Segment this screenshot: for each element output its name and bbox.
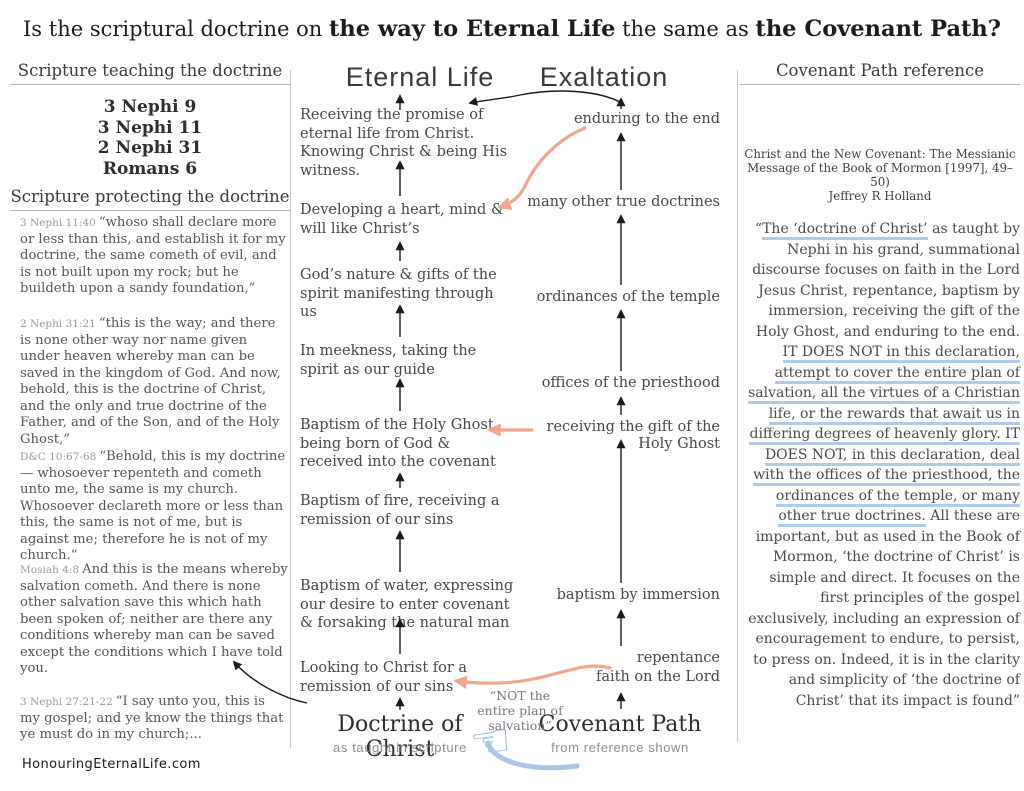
citation-line: Jeffrey R Holland: [828, 189, 932, 203]
scripture-column: Scripture teaching the doctrine 3 Nephi …: [10, 60, 290, 211]
covenant-path-reference-header: Covenant Path reference: [740, 60, 1020, 85]
exaltation-step: enduring to the end: [573, 111, 720, 127]
quote-text: “whoso shall declare more or less than t…: [20, 215, 286, 296]
holland-quote: “The ‘doctrine of Christ’ as taught by N…: [740, 219, 1020, 711]
protecting-header: Scripture protecting the doctrine: [10, 186, 290, 211]
pointing-hand-icon: ☜: [466, 711, 515, 771]
quote-text: “this is the way; and there is none othe…: [20, 316, 281, 447]
exaltation-step: baptism by immersion: [556, 587, 720, 603]
scripture-quote: D&C 10:67-68 “Behold, this is my doctrine…: [20, 449, 288, 565]
quote-text: “Behold, this is my doctrine — whosoever…: [20, 449, 286, 563]
eternal-life-step: Looking to Christ for a remission of our…: [300, 660, 468, 695]
eternal-life-step: Developing a heart, mind & will like Chr…: [300, 202, 504, 237]
column-divider-left: [290, 70, 291, 748]
quote-reference: 2 Nephi 31:21: [20, 318, 96, 330]
scripture-quote: Mosiah 4:8 And this is the means whereby …: [20, 562, 288, 678]
title-segment: the same as: [615, 17, 756, 41]
column-divider-right: [737, 70, 738, 742]
note-line: “NOT the: [489, 688, 551, 703]
exaltation-step: receiving the gift of the Holy Ghost: [546, 419, 720, 452]
exaltation-step: faith on the Lord: [595, 669, 720, 685]
scripture-quote: 3 Nephi 11:40 “whoso shall declare more o…: [20, 215, 288, 298]
quote-text: “I say unto you, this is my gospel; and …: [20, 694, 284, 742]
quote-segment: as taught by Nephi in his grand, summati…: [752, 221, 1020, 340]
quote-reference: Mosiah 4:8: [20, 564, 80, 576]
note-line: salvation”: [488, 718, 552, 733]
citation-line: Christ and the New Covenant: The Messian…: [744, 147, 1016, 161]
scripture-reference: 2 Nephi 31: [97, 138, 203, 158]
teaching-header: Scripture teaching the doctrine: [10, 60, 290, 85]
doctrine-of-christ-title: Doctrine of Christ: [337, 712, 463, 762]
exaltation-step: many other true doctrines: [527, 194, 720, 210]
scripture-reference: 3 Nephi 9: [103, 97, 197, 117]
quote-segment-underlined: The ‘doctrine of Christ’: [762, 221, 928, 240]
exaltation-heading: Exaltation: [539, 62, 669, 92]
scripture-reference-list: 3 Nephi 9 3 Nephi 11 2 Nephi 31 Romans 6: [10, 97, 290, 179]
scripture-reference: 3 Nephi 11: [97, 117, 203, 138]
covenant-path-subtitle: from reference shown: [551, 740, 689, 755]
quote-reference: 3 Nephi 11:40: [20, 217, 96, 229]
title-segment-bold: the Covenant Path?: [755, 16, 1001, 42]
scripture-quote: 3 Nephi 27:21-22 “I say unto you, this is…: [20, 694, 288, 744]
quote-reference: 3 Nephi 27:21-22: [20, 696, 113, 708]
title-segment-bold: the way to Eternal Life: [329, 16, 616, 42]
eternal-life-step: Receiving the promise of eternal life fr…: [300, 107, 508, 179]
quote-segment: “: [754, 221, 763, 237]
quote-segment-underlined: IT DOES NOT in this declaration, attempt…: [748, 344, 1020, 527]
note-line: entire plan of: [477, 703, 563, 718]
quote-text: And this is the means whereby salvation …: [20, 562, 288, 676]
citation: Christ and the New Covenant: The Messian…: [740, 147, 1020, 203]
quote-reference: D&C 10:67-68: [20, 451, 97, 463]
eternal-life-step: Baptism of fire, receiving a remission o…: [300, 493, 500, 528]
exaltation-step: repentance: [636, 650, 720, 666]
covenant-path-title: Covenant Path: [538, 712, 702, 737]
eternal-life-step: Baptism of the Holy Ghost, being born of…: [300, 417, 499, 470]
website-url: HonouringEternalLife.com: [22, 757, 201, 772]
citation-line: Message of the Book of Mormon [1997], 49…: [747, 161, 1013, 189]
scripture-reference: Romans 6: [102, 158, 198, 179]
title-segment: Is the scriptural doctrine on: [23, 17, 329, 41]
exaltation-step: offices of the priesthood: [541, 375, 720, 391]
scripture-quote: 2 Nephi 31:21 “this is the way; and there…: [20, 316, 288, 448]
exaltation-step: ordinances of the temple: [536, 289, 720, 305]
eternal-life-heading: Eternal Life: [345, 62, 495, 92]
eternal-life-step: In meekness, taking the spirit as our gu…: [300, 343, 477, 378]
reference-column: Covenant Path reference Christ and the N…: [740, 60, 1020, 711]
eternal-life-step: Baptism of water, expressing our desire …: [300, 578, 514, 631]
page-title: Is the scriptural doctrine on the way to…: [0, 16, 1024, 42]
quote-segment: All these are important, but as used in …: [748, 508, 1020, 709]
eternal-life-step: God’s nature & gifts of the spirit manif…: [300, 267, 497, 320]
not-entire-plan-note: “NOT the entire plan of salvation”: [460, 688, 580, 733]
doctrine-of-christ-subtitle: as taught in scripture: [333, 740, 467, 755]
